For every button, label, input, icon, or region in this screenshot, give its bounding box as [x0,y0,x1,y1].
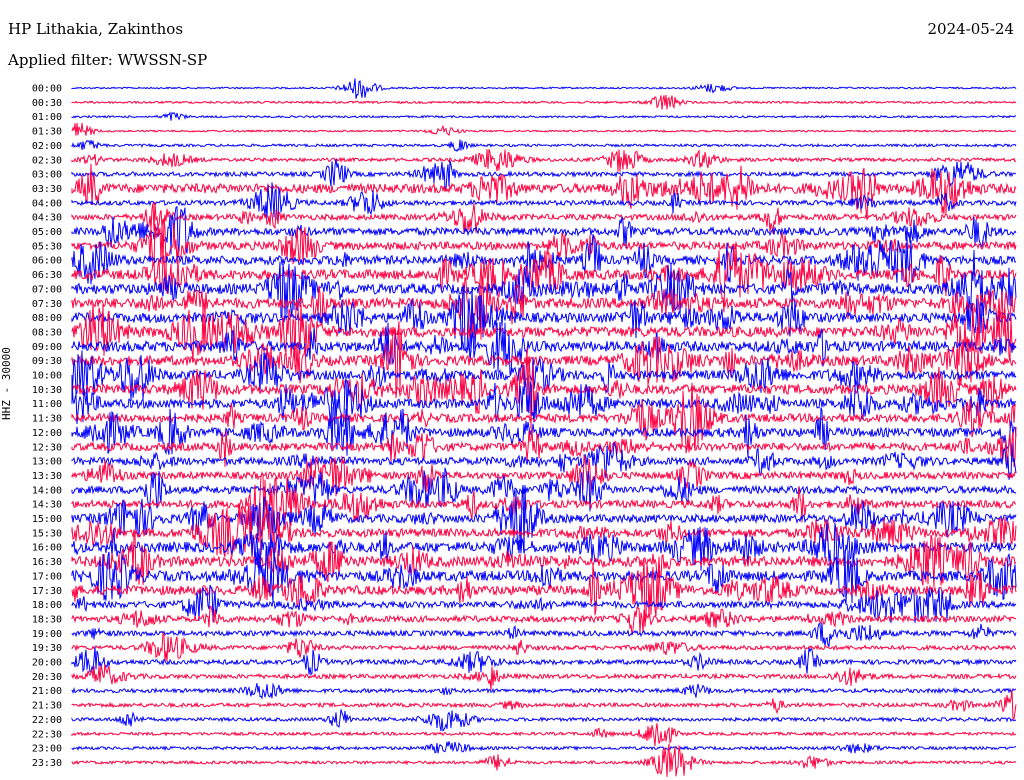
trace-line [71,523,1017,573]
time-tick-label: 09:00 [32,342,62,353]
time-tick-label: 03:30 [32,184,62,195]
trace-line [71,622,1017,648]
time-tick-label: 01:30 [32,127,62,138]
trace-line [71,321,1017,375]
trace-line [71,723,1017,747]
trace-line [71,426,1017,467]
trace-line [71,182,1017,223]
trace-line [71,664,1017,691]
time-tick-label: 04:00 [32,198,62,209]
trace-line [71,467,1017,512]
time-tick-label: 02:00 [32,141,62,152]
trace-line [71,163,1017,220]
time-tick-label: 13:30 [32,471,62,482]
time-tick-label: 22:00 [32,715,62,726]
trace-line [71,406,1017,458]
trace-line [71,382,1017,454]
trace-line [71,682,1017,700]
station-title: HP Lithakia, Zakinthos [8,20,184,38]
trace-line [71,249,1017,319]
time-tick-label: 08:30 [32,327,62,338]
time-tick-label: 11:00 [32,399,62,410]
trace-line [71,441,1017,480]
trace-line [71,605,1017,636]
time-tick-label: 14:30 [32,500,62,511]
trace-line [71,234,1017,285]
trace-line [71,94,1017,110]
trace-line [71,111,1016,121]
time-tick-label: 16:30 [32,557,62,568]
time-tick-label: 15:30 [32,528,62,539]
time-tick-label: 06:30 [32,270,62,281]
time-tick-label: 08:00 [32,313,62,324]
trace-line [71,546,1017,604]
time-tick-label: 06:00 [32,256,62,267]
filter-label: Applied filter: WWSSN-SP [8,51,208,69]
time-tick-label: 17:30 [32,586,62,597]
time-tick-label: 19:00 [32,629,62,640]
trace-line [71,122,1017,137]
time-tick-label: 12:30 [32,442,62,453]
time-tick-label: 13:00 [32,457,62,468]
trace-line [71,378,1017,429]
trace-line [71,453,1016,497]
trace-line [71,741,1017,754]
time-tick-label: 10:30 [32,385,62,396]
time-tick-label: 21:30 [32,701,62,712]
trace-line [71,632,1017,662]
time-tick-label: 11:30 [32,414,62,425]
trace-line [71,709,1017,732]
time-tick-label: 23:00 [32,744,62,755]
trace-line [71,149,1017,172]
trace-line [71,205,1017,255]
trace-line [71,532,1017,588]
trace-line [71,301,1017,368]
time-tick-label: 21:00 [32,686,62,697]
time-tick-label: 04:30 [32,213,62,224]
time-tick-label: 18:30 [32,614,62,625]
time-tick-label: 03:00 [32,170,62,181]
time-tick-label: 09:30 [32,356,62,367]
time-tick-label: 07:00 [32,284,62,295]
time-tick-label: 22:30 [32,729,62,740]
trace-line [71,559,1017,623]
time-tick-label: 00:00 [32,84,62,95]
trace-line [71,139,1017,152]
time-tick-label: 00:30 [32,98,62,109]
trace-line [71,347,1017,429]
time-tick-label: 05:00 [32,227,62,238]
time-tick-label: 17:00 [32,571,62,582]
trace-line [71,78,1017,99]
time-tick-label: 18:00 [32,600,62,611]
time-tick-label: 14:00 [32,485,62,496]
trace-line [71,584,1017,623]
time-tick-label: 19:30 [32,643,62,654]
record-date: 2024-05-24 [927,20,1014,38]
trace-line [71,201,1017,234]
trace-line [71,275,1017,341]
time-tick-label: 16:00 [32,543,62,554]
time-tick-label: 20:00 [32,658,62,669]
trace-line [71,243,1017,313]
time-tick-label: 20:30 [32,672,62,683]
trace-line [71,689,1017,720]
time-tick-label: 07:30 [32,299,62,310]
time-tick-label: 15:00 [32,514,62,525]
trace-line [71,502,1017,559]
trace-line [71,646,1017,676]
time-tick-label: 10:00 [32,371,62,382]
time-tick-label: 02:30 [32,155,62,166]
time-tick-label: 12:00 [32,428,62,439]
time-tick-label: 01:00 [32,112,62,123]
time-tick-label: 05:30 [32,241,62,252]
trace-line [71,743,1017,777]
time-tick-label: 23:30 [32,758,62,769]
trace-line [71,158,1017,191]
